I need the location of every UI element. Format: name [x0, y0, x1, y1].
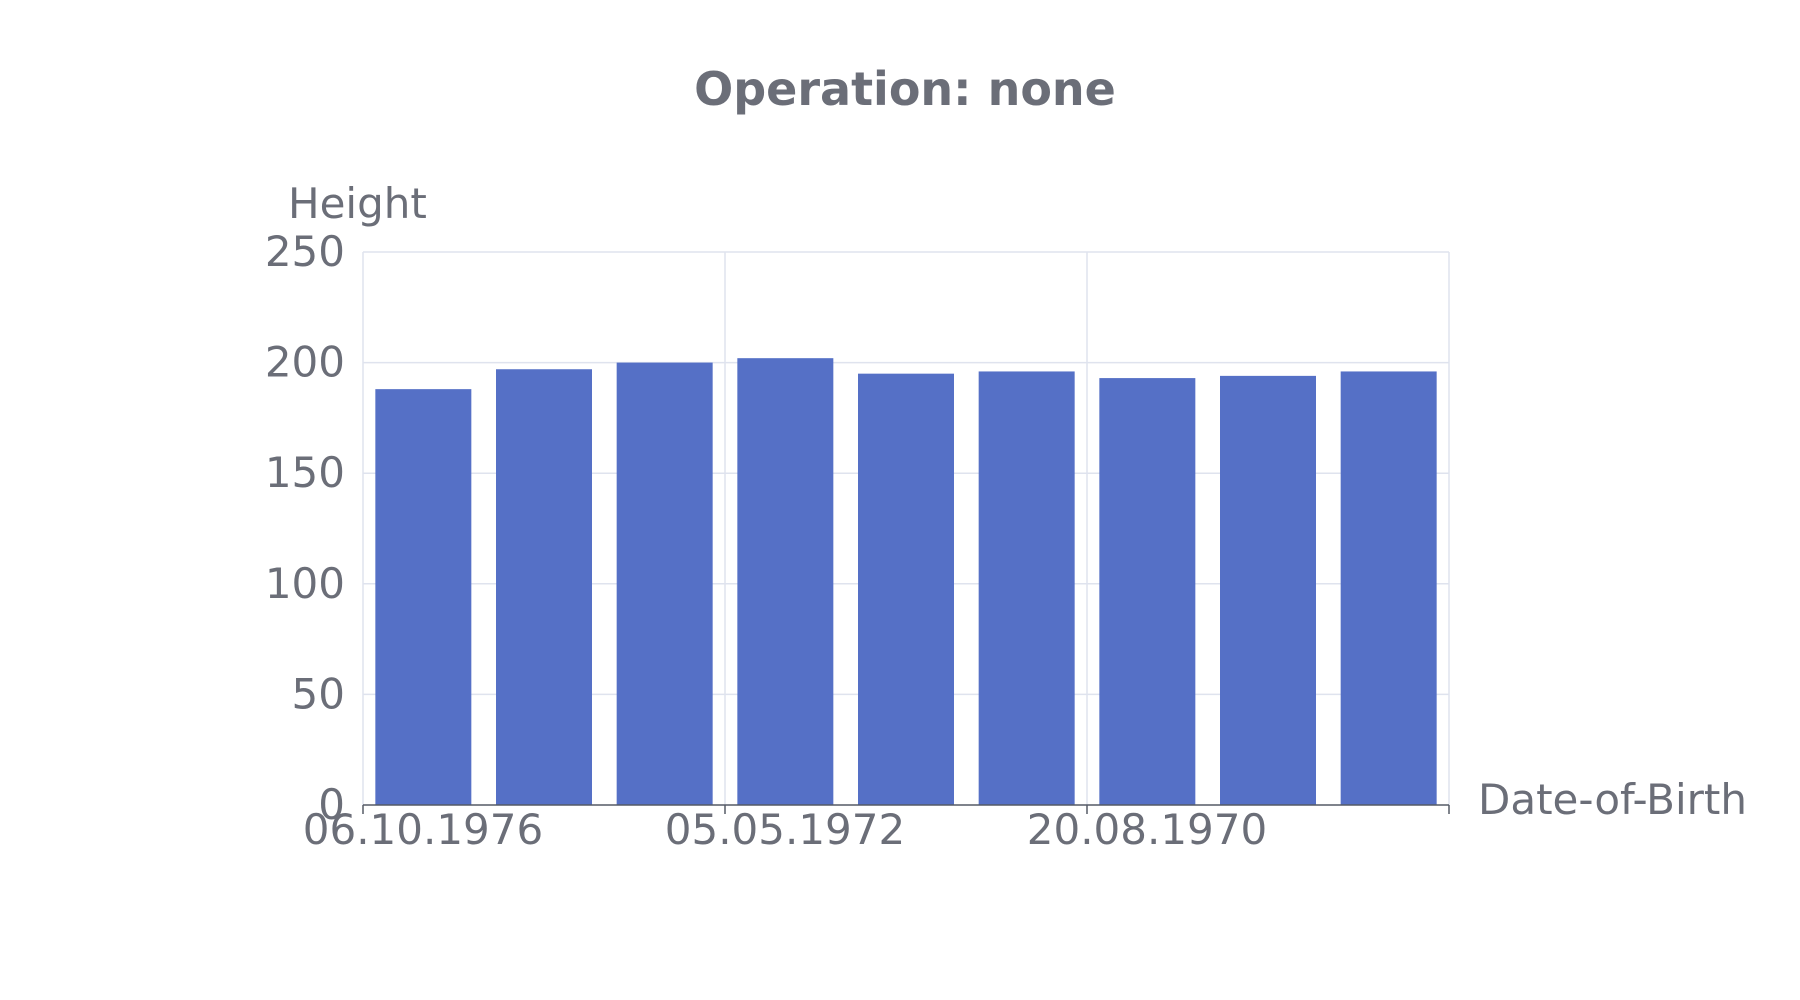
bar: [1220, 375, 1316, 805]
bars: [375, 358, 1437, 805]
axes: [362, 804, 1450, 814]
x-tick-labels: 06.10.1976 05.05.1972 20.08.1970: [303, 805, 1267, 854]
x-tick-label: 20.08.1970: [1027, 805, 1267, 854]
bar: [737, 358, 834, 805]
y-tick-label: 150: [265, 448, 345, 497]
x-tick-label: 06.10.1976: [303, 805, 543, 854]
y-tick-label: 250: [265, 227, 345, 276]
y-tick-label: 0: [318, 780, 345, 829]
bar: [978, 371, 1075, 805]
x-axis-label: Date-of-Birth: [1478, 775, 1747, 824]
bar: [616, 362, 713, 805]
bar: [1099, 378, 1196, 805]
bar: [375, 389, 472, 805]
y-tick-label: 200: [265, 338, 345, 387]
chart-title: Operation: none: [694, 62, 1116, 116]
bar: [1340, 371, 1437, 805]
bar: [858, 373, 954, 805]
y-tick-label: 50: [292, 669, 345, 718]
bar: [496, 369, 592, 805]
y-axis-label: Height: [288, 179, 427, 228]
y-tick-labels: 0 50 100 150 200 250: [265, 227, 345, 829]
x-tick-label: 05.05.1972: [665, 805, 905, 854]
y-tick-label: 100: [265, 559, 345, 608]
